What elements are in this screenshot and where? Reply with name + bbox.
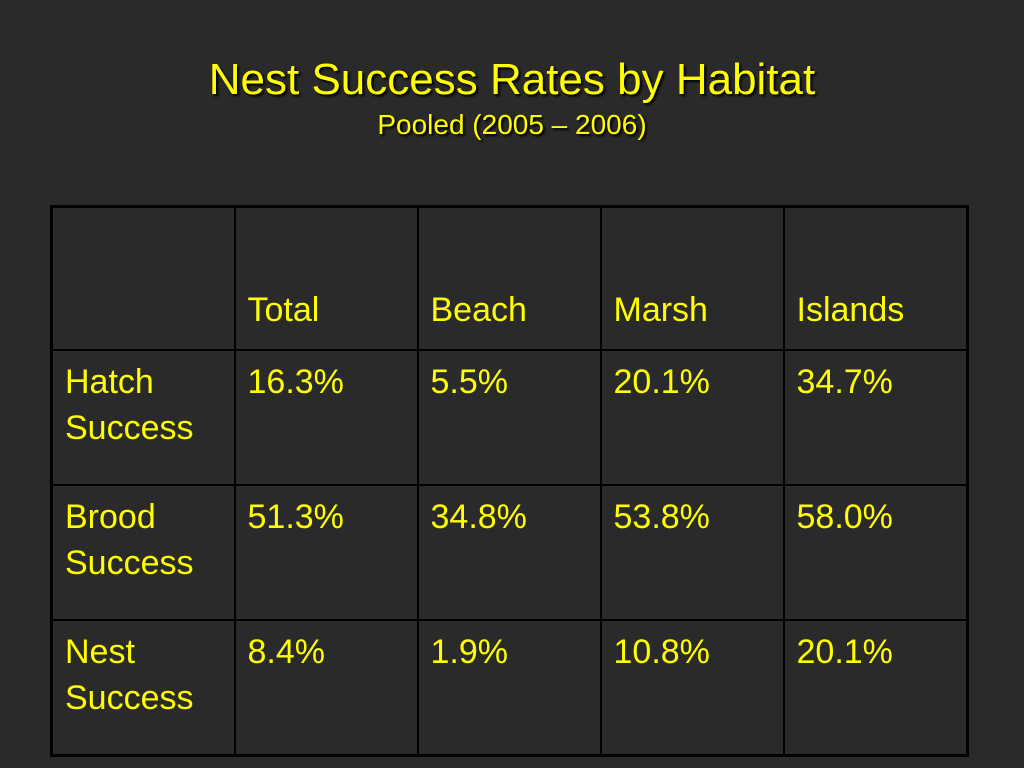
table-row: Brood Success 51.3% 34.8% 53.8% 58.0%: [50, 484, 969, 621]
header-islands: Islands: [782, 205, 969, 351]
table-cell: 51.3%: [233, 484, 419, 621]
table-cell: 53.8%: [599, 484, 785, 621]
table-cell: 5.5%: [416, 349, 602, 486]
row-label-hatch-success: Hatch Success: [50, 349, 236, 486]
table-row: Nest Success 8.4% 1.9% 10.8% 20.1%: [50, 619, 969, 757]
table-row: Hatch Success 16.3% 5.5% 20.1% 34.7%: [50, 349, 969, 486]
row-label-line2: Success: [65, 544, 194, 582]
table-cell: 34.7%: [782, 349, 969, 486]
table-cell: 10.8%: [599, 619, 785, 757]
header-total: Total: [233, 205, 419, 351]
row-label-line1: Brood: [65, 498, 156, 536]
table-cell: 1.9%: [416, 619, 602, 757]
row-label-line2: Success: [65, 679, 194, 717]
table-cell: 20.1%: [599, 349, 785, 486]
row-label-line2: Success: [65, 409, 194, 447]
slide-title: Nest Success Rates by Habitat: [208, 55, 816, 104]
header-beach: Beach: [416, 205, 602, 351]
row-label-line1: Nest: [65, 633, 135, 671]
table-cell: 20.1%: [782, 619, 969, 757]
slide-subtitle: Pooled (2005 – 2006): [377, 109, 647, 140]
table-cell: 58.0%: [782, 484, 969, 621]
header-marsh: Marsh: [599, 205, 785, 351]
row-label-brood-success: Brood Success: [50, 484, 236, 621]
table-cell: 16.3%: [233, 349, 419, 486]
nest-success-table: Total Beach Marsh Islands Hatch Success 1…: [50, 205, 969, 757]
row-label-nest-success: Nest Success: [50, 619, 236, 757]
row-label-line1: Hatch: [65, 363, 154, 401]
table-cell: 8.4%: [233, 619, 419, 757]
table-cell: 34.8%: [416, 484, 602, 621]
table-header-row: Total Beach Marsh Islands: [50, 205, 969, 351]
header-corner-cell: [50, 205, 236, 351]
